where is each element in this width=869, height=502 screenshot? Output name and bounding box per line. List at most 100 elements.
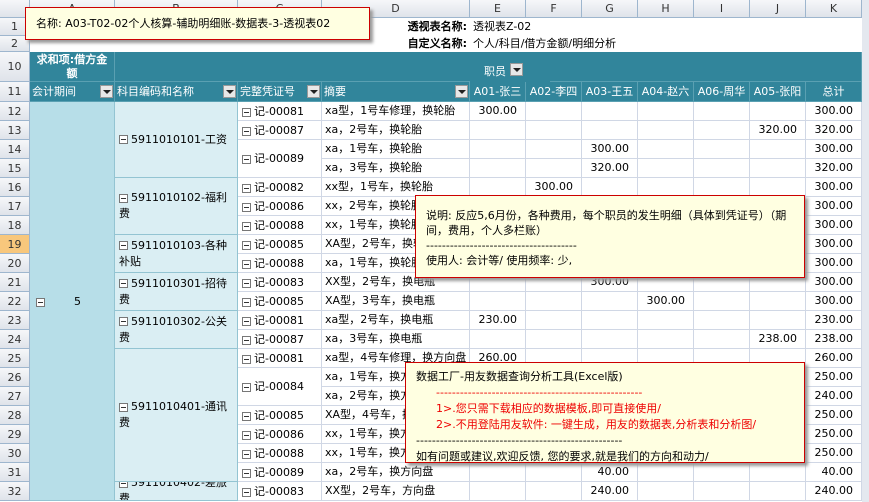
voucher-cell: 记-00085: [238, 292, 322, 311]
pivot-value: 个人/科目/借方金额/明细分析: [473, 37, 617, 50]
amount-cell: [526, 330, 582, 349]
total-cell: 240.00: [806, 387, 862, 406]
account-cell: 5911010402-差旅费: [115, 482, 238, 501]
cell-text: 5911010102-福利费: [119, 191, 227, 220]
total-cell: 300.00: [806, 254, 862, 273]
cell-text: 记-00083: [254, 276, 304, 289]
note-line: 如有问题或建议,欢迎反馈, 您的要求,就是我们的方向和动力/: [416, 450, 709, 463]
row-header: 20: [0, 254, 30, 273]
employee-header: A01-张三: [470, 82, 526, 102]
amount-cell: [638, 273, 694, 292]
voucher-cell: 记-00088: [238, 254, 322, 273]
row-header: 16: [0, 178, 30, 197]
amount-cell: [470, 140, 526, 159]
collapse-button: [36, 297, 45, 307]
cell-text: 记-00086: [254, 428, 304, 441]
row-field: 摘要: [322, 82, 470, 102]
note-box: 数据工厂-用友数据查询分析工具(Excel版) ----------------…: [405, 362, 805, 463]
column-header: F: [526, 0, 582, 18]
amount-cell: [638, 121, 694, 140]
column-header: E: [470, 0, 526, 18]
row-field: 完整凭证号: [238, 82, 322, 102]
voucher-cell: 记-00085: [238, 406, 322, 425]
amount-cell: [694, 292, 750, 311]
voucher-cell: 记-00083: [238, 482, 322, 501]
note-line: 1>.您只需下载相应的数据模板,即可直接使用/: [436, 402, 661, 415]
voucher-cell: 记-00081: [238, 349, 322, 368]
row-header: 19: [0, 235, 30, 254]
amount-cell: 320.00: [750, 121, 806, 140]
collapse-button: [242, 487, 251, 497]
amount-cell: 300.00: [470, 102, 526, 121]
sheet-edge: [862, 0, 869, 502]
row-header: 32: [0, 482, 30, 501]
employee-header: A05-张阳: [750, 82, 806, 102]
amount-cell: [526, 292, 582, 311]
amount-cell: [694, 121, 750, 140]
amount-cell: [750, 292, 806, 311]
cell-text: 记-00089: [254, 152, 304, 165]
note-line: 使用人: 会计等/ 使用频率: 少,: [426, 254, 573, 267]
total-cell: 250.00: [806, 444, 862, 463]
collapse-button: [119, 402, 128, 412]
collapse-button: [242, 468, 251, 478]
cell-text: 记-00087: [254, 124, 304, 137]
summary-cell: xa，1号车，换轮胎: [322, 140, 470, 159]
total-cell: 250.00: [806, 368, 862, 387]
row-field: 科目编码和名称: [115, 82, 238, 102]
cell-text: 记-00087: [254, 333, 304, 346]
amount-cell: [694, 102, 750, 121]
voucher-cell: 记-00087: [238, 121, 322, 140]
summary-cell: xa，2号车，换轮胎: [322, 121, 470, 140]
row-header: 14: [0, 140, 30, 159]
account-label: 5911010302-公关费: [119, 314, 234, 346]
voucher-cell: 记-00085: [238, 235, 322, 254]
account-label: 5911010301-招待费: [119, 276, 234, 308]
collapse-button: [242, 202, 251, 212]
cell-text: 5911010302-公关费: [119, 314, 227, 344]
note-line: 2>.不用登陆用友软件: 一键生成，用友的数据表,分析表和分析图/: [436, 418, 757, 431]
amount-cell: [750, 311, 806, 330]
collapse-button: [119, 135, 128, 144]
cell-text: 记-00081: [254, 314, 304, 327]
total-cell: 300.00: [806, 235, 862, 254]
account-cell: 5911010301-招待费: [115, 273, 238, 311]
cell-text: 记-00088: [254, 447, 304, 460]
collapse-button: [242, 278, 251, 288]
cell-text: 职员: [484, 65, 506, 78]
amount-cell: [638, 102, 694, 121]
collapse-button: [242, 335, 251, 345]
collapse-button: [242, 449, 251, 459]
row-header: 22: [0, 292, 30, 311]
cell-text: 记-00083: [254, 485, 304, 498]
total-cell: 320.00: [806, 121, 862, 140]
amount-cell: [526, 102, 582, 121]
amount-cell: [470, 273, 526, 292]
voucher-cell: 记-00081: [238, 102, 322, 121]
row-header: 18: [0, 216, 30, 235]
collapse-button: [242, 316, 251, 326]
cell-text: 记-00089: [254, 466, 304, 479]
dropdown-button: [223, 85, 236, 98]
cell-text: 完整凭证号: [240, 85, 295, 98]
amount-cell: 238.00: [750, 330, 806, 349]
note-line: ----------------------------------------…: [436, 386, 643, 399]
voucher-cell: 记-00084: [238, 368, 322, 406]
account-cell: 5911010302-公关费: [115, 311, 238, 349]
total-cell: 230.00: [806, 311, 862, 330]
pivot-value: 透视表Z-02: [473, 20, 532, 33]
voucher-cell: 记-00089: [238, 463, 322, 482]
amount-cell: [582, 311, 638, 330]
total-cell: 260.00: [806, 349, 862, 368]
amount-cell: [582, 292, 638, 311]
row-header: 25: [0, 349, 30, 368]
amount-cell: [470, 482, 526, 501]
row-header: 28: [0, 406, 30, 425]
column-header: J: [750, 0, 806, 18]
amount-cell: [750, 102, 806, 121]
total-cell: 300.00: [806, 178, 862, 197]
column-header: H: [638, 0, 694, 18]
cell-text: 记-00088: [254, 219, 304, 232]
amount-cell: [638, 482, 694, 501]
total-cell: 300.00: [806, 102, 862, 121]
